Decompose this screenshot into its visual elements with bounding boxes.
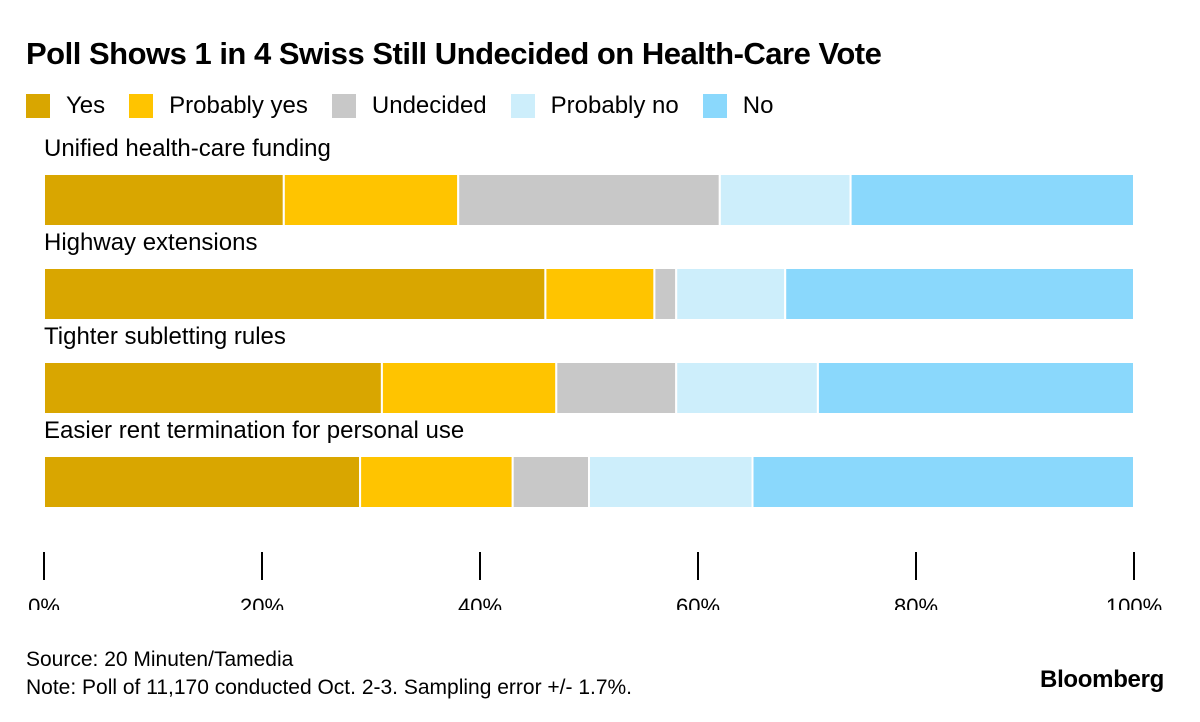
bar-segment-probably-yes-unified-health-care-funding — [282, 173, 460, 227]
methodology-note: Note: Poll of 11,170 conducted Oct. 2-3.… — [26, 676, 633, 699]
x-tick-label-0: 0% — [28, 594, 60, 610]
bar-segment-no-highway-extensions — [784, 267, 1135, 321]
legend-swatch-probably-yes — [129, 94, 154, 118]
legend-label-probably-yes: Probably yes — [169, 92, 308, 119]
bar-segment-probably-yes-highway-extensions — [544, 267, 656, 321]
bar-segment-undecided-highway-extensions — [653, 267, 678, 321]
legend-label-probably-no: Probably no — [550, 92, 679, 119]
bar-segment-yes-tighter-subletting-rules — [43, 361, 383, 415]
chart-title: Poll Shows 1 in 4 Swiss Still Undecided … — [26, 36, 882, 71]
x-tick-label-80: 80% — [894, 594, 938, 610]
legend-item-no: No — [702, 92, 774, 120]
legend-item-undecided: Undecided — [331, 92, 487, 120]
category-label-easier-rent-termination-for-personal-use: Easier rent termination for personal use — [44, 417, 464, 444]
bar-segment-yes-unified-health-care-funding — [43, 173, 285, 227]
legend-item-yes: Yes — [26, 92, 105, 120]
bar-segment-undecided-tighter-subletting-rules — [555, 361, 678, 415]
bar-segment-no-easier-rent-termination-for-personal-use — [751, 455, 1135, 509]
bar-segment-probably-no-unified-health-care-funding — [718, 173, 852, 227]
bar-segment-no-tighter-subletting-rules — [816, 361, 1136, 415]
bar-segment-no-unified-health-care-funding — [849, 173, 1135, 227]
category-label-highway-extensions: Highway extensions — [44, 229, 257, 256]
x-tick-label-100: 100% — [1106, 594, 1162, 610]
legend-label-no: No — [742, 92, 774, 119]
legend-label-undecided: Undecided — [371, 92, 487, 119]
bar-segment-yes-easier-rent-termination-for-personal-use — [43, 455, 362, 509]
x-tick-label-60: 60% — [676, 594, 720, 610]
legend-item-probably-yes: Probably yes — [129, 92, 308, 120]
legend-item-probably-no: Probably no — [510, 92, 679, 120]
category-label-tighter-subletting-rules: Tighter subletting rules — [44, 323, 286, 350]
legend-swatch-no — [702, 94, 727, 118]
source-note: Source: 20 Minuten/Tamedia — [26, 648, 294, 671]
bar-segment-yes-highway-extensions — [43, 267, 547, 321]
bar-segment-probably-no-tighter-subletting-rules — [675, 361, 819, 415]
x-tick-label-40: 40% — [458, 594, 502, 610]
bar-segment-probably-yes-easier-rent-termination-for-personal-use — [359, 455, 514, 509]
x-tick-label-20: 20% — [240, 594, 284, 610]
bar-segment-undecided-easier-rent-termination-for-personal-use — [511, 455, 591, 509]
bar-segment-probably-yes-tighter-subletting-rules — [380, 361, 558, 415]
stacked-bar-chart: Unified health-care funding Highway exten… — [28, 135, 1162, 610]
legend-swatch-undecided — [331, 94, 356, 118]
category-label-unified-health-care-funding: Unified health-care funding — [44, 135, 331, 162]
chart-legend: Yes Probably yes Undecided Probably no N… — [26, 92, 797, 120]
bloomberg-logo: Bloomberg — [1040, 666, 1164, 693]
legend-swatch-probably-no — [510, 94, 535, 118]
bar-segment-probably-no-highway-extensions — [675, 267, 787, 321]
bar-segment-probably-no-easier-rent-termination-for-personal-use — [588, 455, 754, 509]
chart-footer: Source: 20 Minuten/Tamedia Note: Poll of… — [26, 646, 632, 702]
legend-swatch-yes — [26, 94, 50, 118]
legend-label-yes: Yes — [66, 92, 106, 119]
bar-segment-undecided-unified-health-care-funding — [457, 173, 721, 227]
